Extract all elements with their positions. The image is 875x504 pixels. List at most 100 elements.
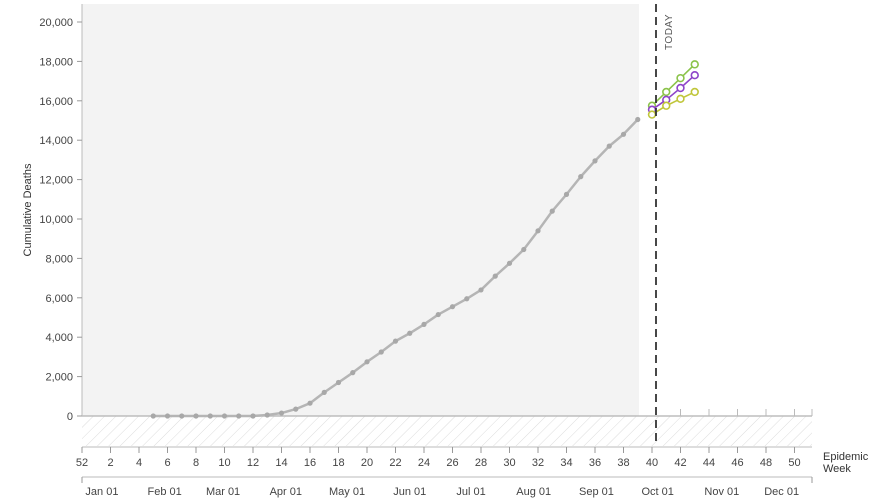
y-axis-title: Cumulative Deaths xyxy=(22,163,34,256)
month-ticks: Jan 01 Feb 01 Mar 01 Apr 01 May 01 Jun 01 Jul … xyxy=(81,477,813,498)
observed-data-point xyxy=(221,413,228,419)
week-tick-label: 36 xyxy=(589,457,601,469)
observed-data-point xyxy=(364,359,370,365)
week-tick-label: 50 xyxy=(788,457,800,469)
observed-data-point xyxy=(207,413,213,419)
observed-data-point xyxy=(635,116,641,123)
forecast-data-point xyxy=(690,70,699,80)
week-tick-label: 32 xyxy=(532,457,544,469)
week-tick-label: 18 xyxy=(332,457,344,469)
month-tick-label: Jan 01 xyxy=(85,486,118,498)
week-tick-label: 46 xyxy=(731,457,743,469)
observed-data-point xyxy=(350,370,356,376)
y-ticks: 0 2,000 4,000 6,000 8,000 10,000 12,000 14,000 1… xyxy=(39,17,82,423)
forecast-data-point xyxy=(662,101,671,110)
observed-data-point xyxy=(435,311,441,318)
month-tick-label: Apr 01 xyxy=(270,486,302,498)
observed-data-point xyxy=(506,260,513,266)
observed-data-point xyxy=(236,413,242,419)
y-tick-label: 2,000 xyxy=(45,372,73,384)
week-tick-label: 26 xyxy=(446,457,458,469)
observed-data-point xyxy=(407,330,413,336)
week-tick-label: 16 xyxy=(304,457,316,469)
week-tick-label: 20 xyxy=(361,457,373,469)
observed-data-point xyxy=(293,406,299,412)
x-axes xyxy=(82,446,812,478)
y-tick-label: 18,000 xyxy=(39,56,73,68)
observed-data-point xyxy=(578,174,584,180)
y-tick-label: 12,000 xyxy=(39,175,73,187)
forecast-data-point xyxy=(676,94,685,104)
observed-data-point xyxy=(250,413,256,419)
observed-data-point xyxy=(307,400,313,406)
week-tick-label: 8 xyxy=(193,457,199,469)
week-tick-label: 40 xyxy=(646,457,658,469)
week-tick-label: 22 xyxy=(389,457,401,469)
week-tick-label: 12 xyxy=(247,457,259,469)
y-tick-label: 6,000 xyxy=(45,293,73,305)
month-tick-label: Oct 01 xyxy=(641,486,673,498)
month-tick-label: Mar 01 xyxy=(206,486,240,498)
forecast-series-line xyxy=(651,91,696,116)
y-tick-label: 20,000 xyxy=(39,17,73,29)
x-axis-title-line: Week xyxy=(823,463,851,475)
observed-data-point xyxy=(321,389,327,395)
forecast-series-line xyxy=(651,63,696,107)
observed-data-point xyxy=(164,413,171,419)
week-tick-label: 52 xyxy=(76,457,88,469)
week-tick-label: 10 xyxy=(218,457,230,469)
observed-data-point xyxy=(592,158,598,164)
week-tick-label: 34 xyxy=(560,457,572,469)
forecast-data-point xyxy=(676,83,685,93)
observed-data-point xyxy=(521,246,527,253)
month-tick-label: Jun 01 xyxy=(393,486,426,498)
observed-data-point xyxy=(392,338,399,344)
month-tick-label: May 01 xyxy=(329,486,365,498)
observed-data-point xyxy=(492,273,498,279)
observed-data-point xyxy=(606,143,612,149)
week-tick-label: 38 xyxy=(617,457,629,469)
x-axis-title-line: Epidemic xyxy=(823,451,869,463)
y-tick-label: 14,000 xyxy=(39,135,73,147)
forecast-data-point xyxy=(690,87,699,97)
observed-data-point xyxy=(193,413,199,419)
y-tick-label: 4,000 xyxy=(45,332,73,344)
y-tick-label: 10,000 xyxy=(39,214,73,226)
y-tick-label: 8,000 xyxy=(45,253,73,265)
forecast-series-line xyxy=(651,74,696,111)
observed-data-point xyxy=(179,413,185,419)
forecast-data-point xyxy=(690,60,699,69)
month-tick-label: Nov 01 xyxy=(704,486,739,498)
observed-data-point xyxy=(264,412,270,418)
forecast-data-point xyxy=(676,73,685,83)
week-tick-label: 30 xyxy=(503,457,515,469)
observed-data-point xyxy=(335,379,342,386)
week-tick-label: 48 xyxy=(760,457,772,469)
observed-region-background xyxy=(82,4,639,416)
forecast-data-point xyxy=(647,110,657,119)
observed-data-point xyxy=(449,304,456,310)
week-tick-label: 6 xyxy=(164,457,170,469)
week-tick-label: 44 xyxy=(703,457,715,469)
observed-data-point xyxy=(278,410,285,416)
week-tick-label: 24 xyxy=(418,457,430,469)
observed-data-point xyxy=(378,349,384,355)
week-tick-label: 4 xyxy=(136,457,142,469)
below-zero-hatch xyxy=(82,416,812,446)
observed-data-point xyxy=(535,228,541,234)
observed-data-point xyxy=(150,413,156,419)
week-tick-label: 2 xyxy=(107,457,113,469)
series-group xyxy=(150,60,699,419)
month-tick-label: Feb 01 xyxy=(148,486,182,498)
month-tick-label: Aug 01 xyxy=(516,486,551,498)
observed-data-point xyxy=(549,208,555,214)
week-tick-label: 14 xyxy=(275,457,287,469)
y-tick-label: 16,000 xyxy=(39,96,73,108)
y-tick-label: 0 xyxy=(67,411,73,423)
observed-data-point xyxy=(563,191,570,197)
week-tick-label: 42 xyxy=(674,457,686,469)
forecast-data-point xyxy=(662,87,671,97)
observed-data-point xyxy=(464,296,470,302)
week-tick-label: 28 xyxy=(475,457,487,469)
